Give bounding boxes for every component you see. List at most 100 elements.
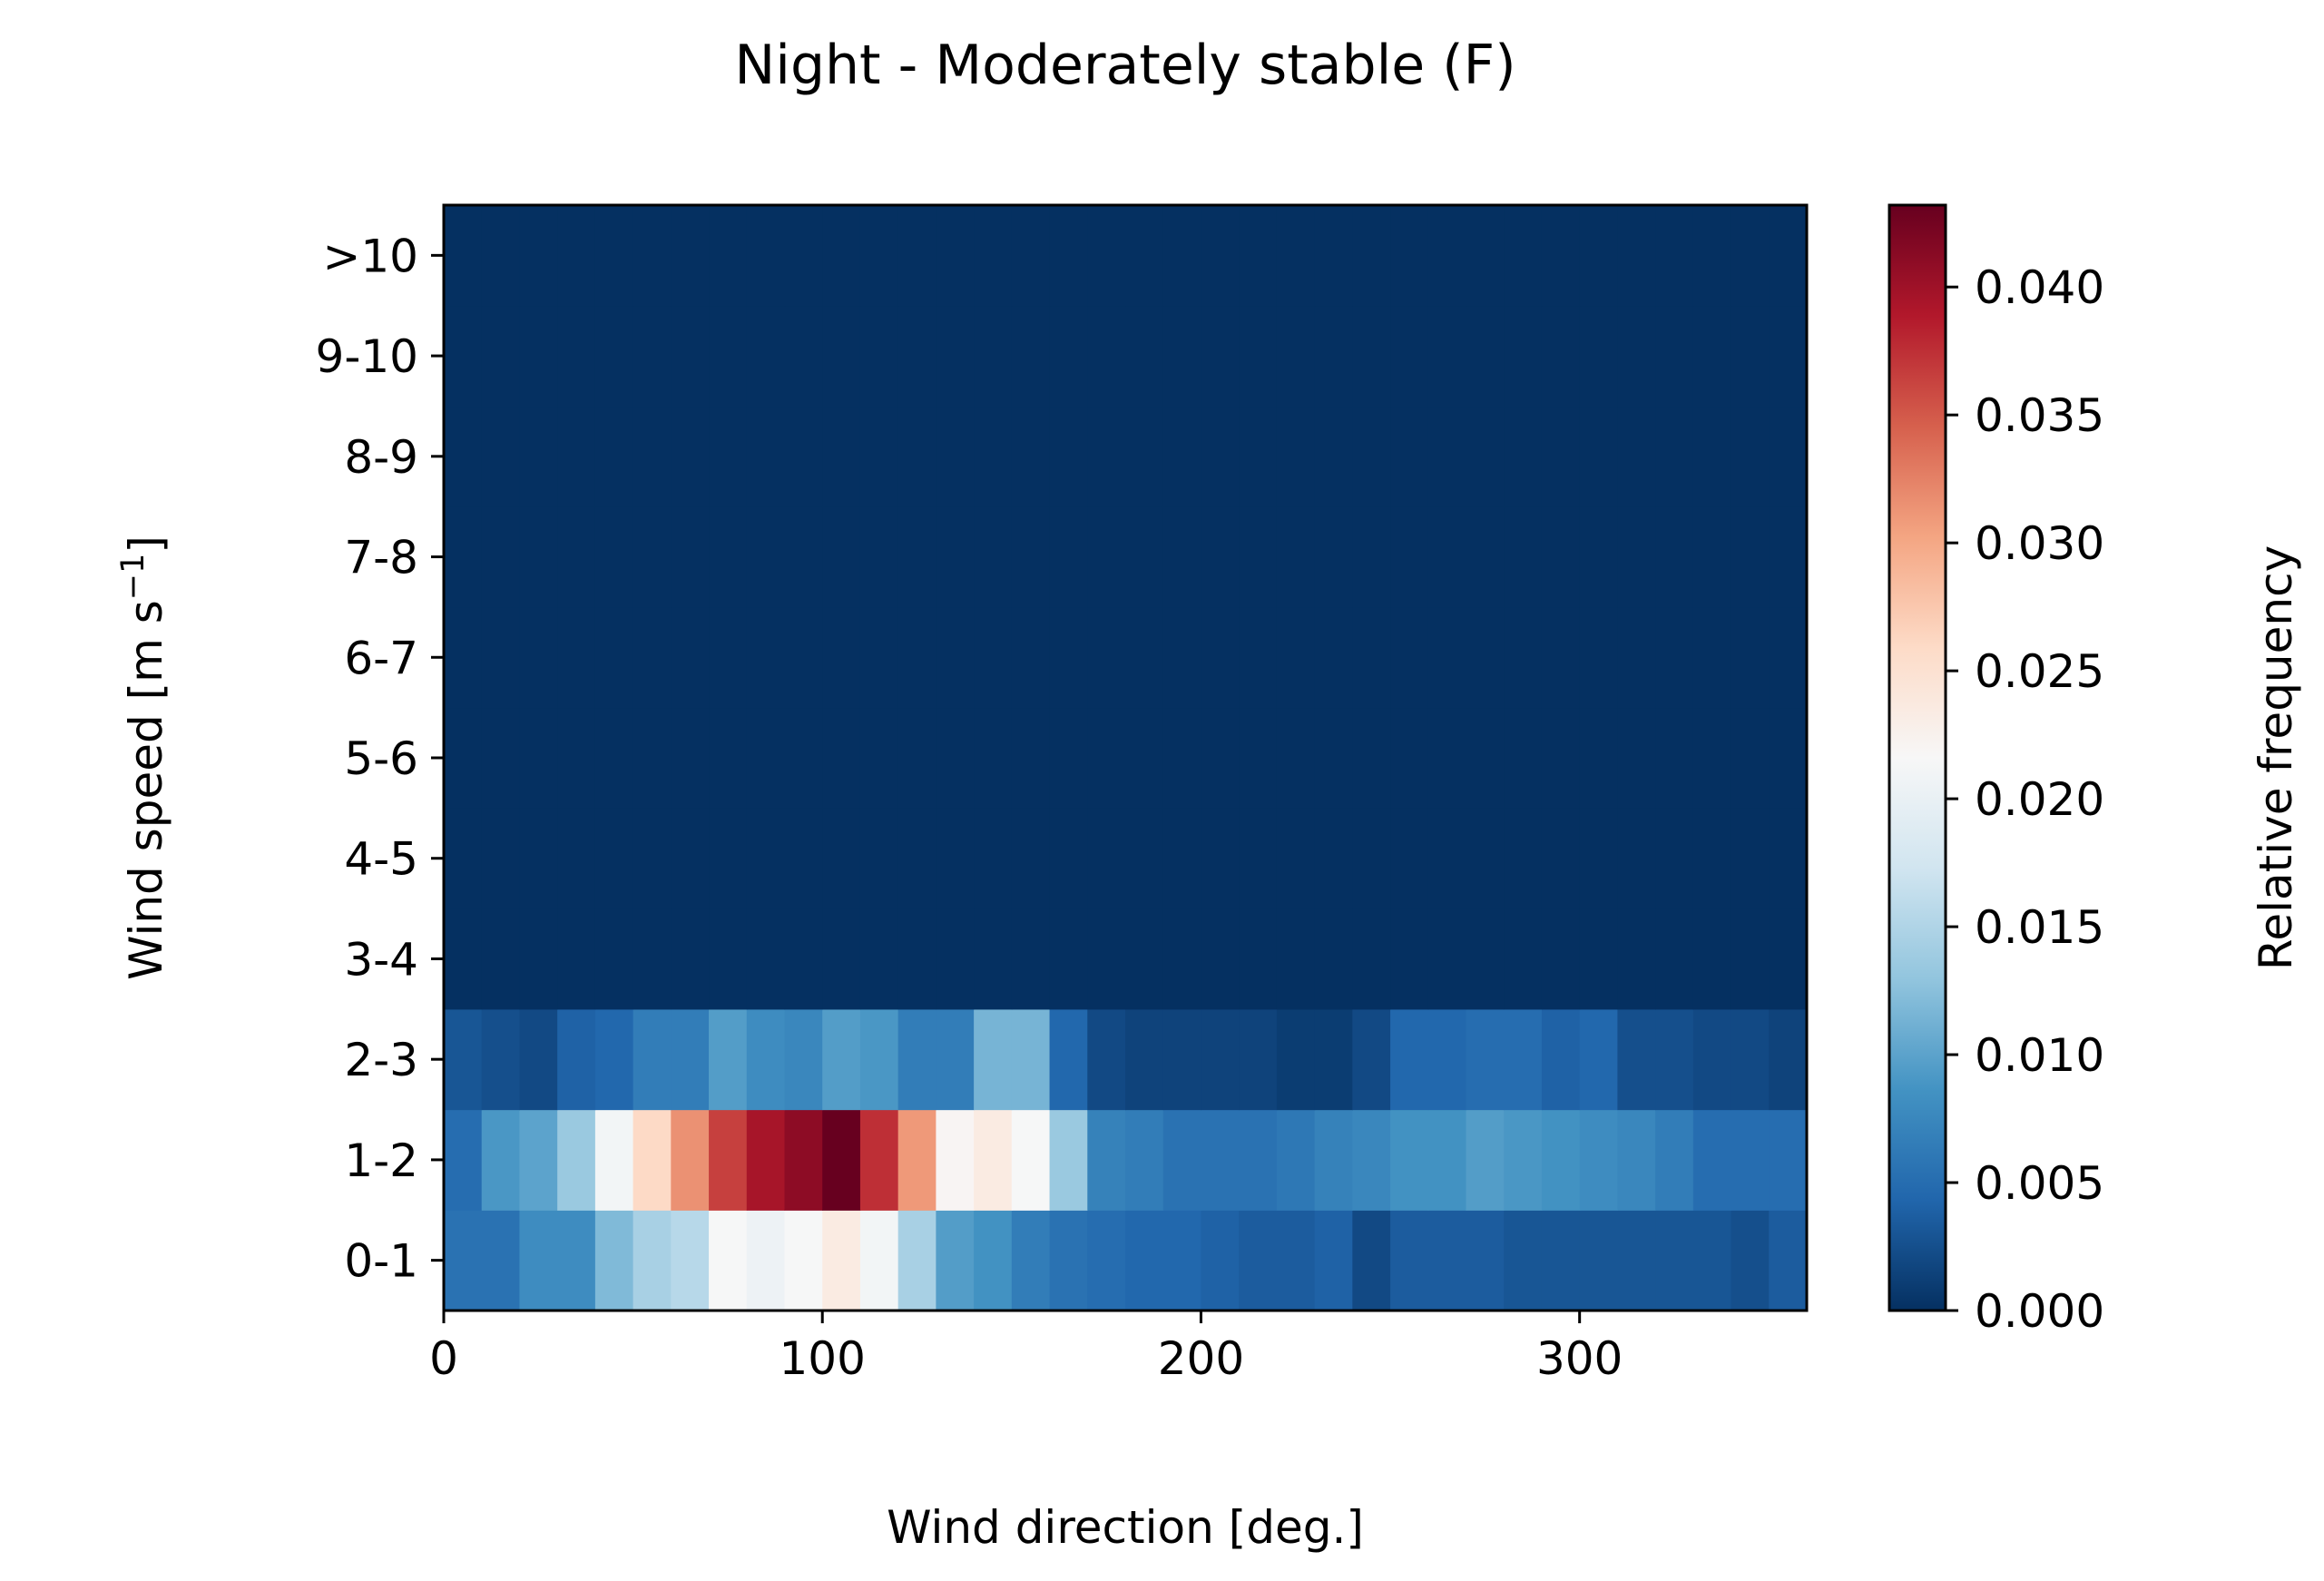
- heatmap-cell: [1466, 1210, 1505, 1311]
- heatmap-cell: [746, 808, 786, 909]
- heatmap-cell: [897, 506, 936, 608]
- heatmap-cell: [1049, 1210, 1088, 1311]
- heatmap-cell: [859, 406, 899, 507]
- heatmap-cell: [897, 1008, 936, 1111]
- heatmap-cell: [974, 1008, 1013, 1111]
- heatmap-cell: [444, 1210, 483, 1311]
- heatmap-cell: [1352, 808, 1391, 909]
- heatmap-cell: [1692, 606, 1732, 709]
- heatmap-cell: [1125, 1109, 1164, 1211]
- heatmap-cell: [1427, 606, 1467, 709]
- heatmap-cell: [897, 908, 936, 1010]
- heatmap-cell: [1390, 1109, 1429, 1211]
- heatmap-cell: [784, 908, 823, 1010]
- heatmap-cell: [1427, 506, 1467, 608]
- heatmap-cell: [1731, 305, 1770, 408]
- heatmap-cell: [822, 1210, 861, 1311]
- heatmap-cell: [481, 305, 521, 408]
- heatmap-cell: [671, 506, 710, 608]
- heatmap-cell: [1579, 606, 1618, 709]
- colorbar-tick-label: 0.010: [1975, 1029, 2104, 1082]
- heatmap-cell: [1049, 606, 1088, 709]
- heatmap-cell: [1541, 506, 1581, 608]
- heatmap-cell: [859, 1210, 899, 1311]
- heatmap-cell: [444, 908, 483, 1010]
- heatmap-cell: [557, 707, 596, 809]
- heatmap-cell: [1692, 406, 1732, 507]
- heatmap-cell: [784, 1109, 823, 1211]
- heatmap-cell: [746, 305, 786, 408]
- heatmap-cell: [1617, 506, 1656, 608]
- heatmap-cell: [519, 908, 558, 1010]
- heatmap-cell: [1390, 1210, 1429, 1311]
- heatmap-cell: [1162, 406, 1202, 507]
- heatmap-cell: [822, 506, 861, 608]
- heatmap-cell: [557, 205, 596, 307]
- heatmap-cell: [1466, 406, 1505, 507]
- colorbar-label: Relative frequency: [2250, 545, 2302, 970]
- heatmap-cell: [709, 808, 748, 909]
- heatmap-cell: [1504, 406, 1543, 507]
- heatmap-cell: [1769, 305, 1808, 408]
- heatmap-cell: [974, 908, 1013, 1010]
- heatmap-cell: [594, 506, 634, 608]
- y-tick-label: 9-10: [316, 330, 418, 383]
- heatmap-cell: [1087, 808, 1126, 909]
- colorbar-tick-label: 0.005: [1975, 1157, 2104, 1210]
- heatmap-cell: [1087, 506, 1126, 608]
- heatmap-cell: [1504, 205, 1543, 307]
- heatmap-cell: [1276, 1210, 1316, 1311]
- heatmap-cell: [1655, 205, 1694, 307]
- heatmap-cell: [1692, 305, 1732, 408]
- heatmap-cell: [1087, 606, 1126, 709]
- heatmap-cell: [1011, 707, 1051, 809]
- heatmap-cell: [444, 506, 483, 608]
- heatmap-cell: [1162, 908, 1202, 1010]
- heatmap-cell: [444, 1008, 483, 1111]
- heatmap-cell: [1352, 908, 1391, 1010]
- heatmap-cell: [709, 606, 748, 709]
- heatmap-cell: [1314, 205, 1353, 307]
- heatmap-cell: [1087, 1008, 1126, 1111]
- heatmap-cell: [1390, 205, 1429, 307]
- heatmap-cell: [444, 808, 483, 909]
- heatmap-cell: [1314, 1109, 1353, 1211]
- x-axis-label: Wind direction [deg.]: [887, 1501, 1364, 1554]
- heatmap-cell: [481, 1210, 521, 1311]
- heatmap-cell: [1655, 808, 1694, 909]
- heatmap-cell: [822, 606, 861, 709]
- heatmap-cell: [1162, 1109, 1202, 1211]
- heatmap-cell: [936, 1109, 975, 1211]
- heatmap-cell: [1655, 1210, 1694, 1311]
- heatmap-cell: [1655, 908, 1694, 1010]
- heatmap-cell: [632, 707, 672, 809]
- heatmap-cell: [1049, 506, 1088, 608]
- heatmap-cell: [859, 908, 899, 1010]
- heatmap-cell: [1655, 1008, 1694, 1111]
- heatmap-cell: [897, 305, 936, 408]
- heatmap-cell: [1427, 908, 1467, 1010]
- heatmap-cell: [784, 205, 823, 307]
- heatmap-cell: [1466, 1109, 1505, 1211]
- heatmap-cell: [822, 305, 861, 408]
- heatmap-cell: [1541, 406, 1581, 507]
- heatmap-cell: [709, 406, 748, 507]
- heatmap-cell: [709, 908, 748, 1010]
- heatmap-cell: [1769, 606, 1808, 709]
- heatmap-cell: [1617, 908, 1656, 1010]
- heatmap-cell: [1239, 707, 1278, 809]
- heatmap-cell: [897, 205, 936, 307]
- heatmap-cell: [974, 808, 1013, 909]
- heatmap-cell: [594, 707, 634, 809]
- heatmap-cell: [1125, 606, 1164, 709]
- heatmap-cell: [1617, 205, 1656, 307]
- heatmap-cell: [784, 606, 823, 709]
- heatmap-cell: [859, 707, 899, 809]
- heatmap-cell: [1011, 205, 1051, 307]
- x-tick-label: 200: [1158, 1332, 1244, 1385]
- heatmap-cell: [784, 1008, 823, 1111]
- heatmap-cell: [1655, 606, 1694, 709]
- heatmap-cell: [822, 1008, 861, 1111]
- heatmap-cell: [1655, 406, 1694, 507]
- heatmap-cell: [1162, 305, 1202, 408]
